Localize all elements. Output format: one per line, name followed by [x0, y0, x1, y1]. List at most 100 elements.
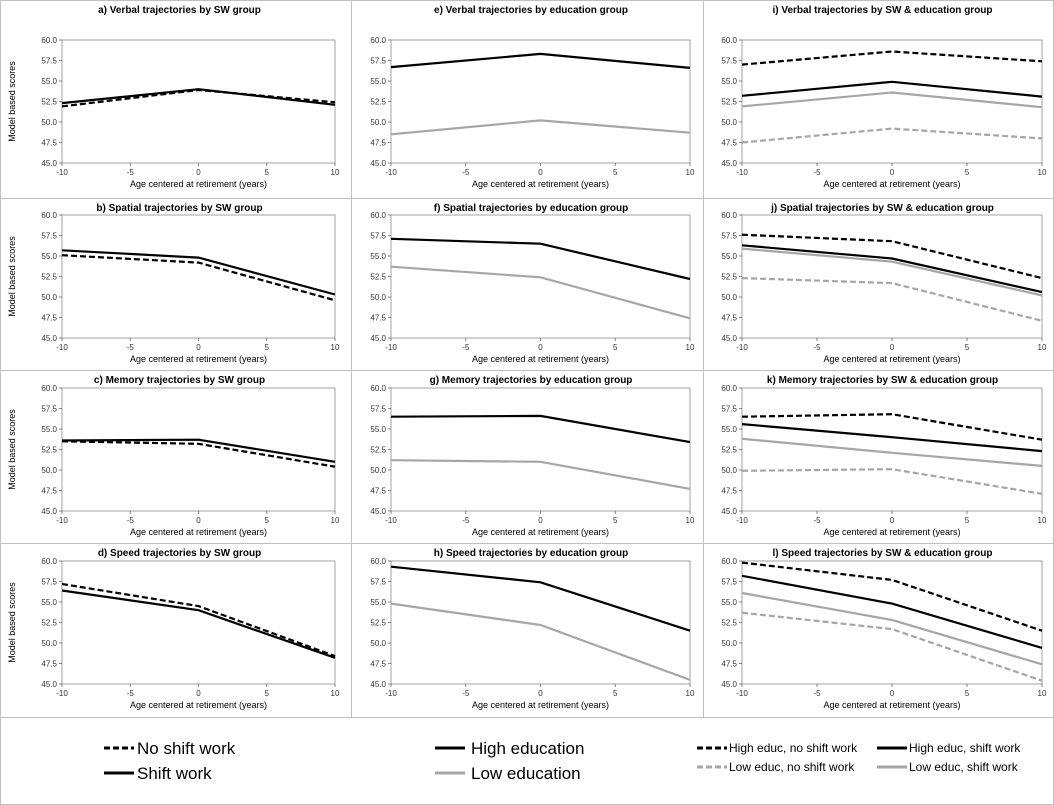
y-tick-label: 47.5 [721, 487, 737, 496]
y-tick-label: 47.5 [721, 314, 737, 323]
x-tick-label: -10 [56, 343, 68, 352]
x-tick-label: 5 [965, 689, 970, 698]
y-tick-label: 60.0 [370, 384, 386, 393]
y-tick-label: 57.5 [41, 57, 57, 66]
x-axis-label: Age centered at retirement (years) [472, 527, 609, 537]
chart-title: d) Speed trajectories by SW group [98, 548, 261, 559]
y-tick-label: 57.5 [370, 405, 386, 414]
series-line-high-edu [390, 237, 691, 281]
y-tick-label: 55.0 [370, 598, 386, 607]
y-tick-label: 45.0 [721, 334, 737, 343]
legend-label: Low educ, shift work [909, 760, 1019, 774]
x-tick-label: 5 [613, 689, 618, 698]
y-tick-label: 55.0 [370, 252, 386, 261]
y-tick-label: 50.0 [721, 639, 737, 648]
x-tick-label: 10 [1038, 168, 1047, 177]
y-axis-label: Model based scores [7, 61, 17, 142]
y-tick-label: 60.0 [41, 557, 57, 566]
x-tick-label: 0 [538, 343, 543, 352]
plot-area [741, 214, 1043, 339]
legend-label: High educ, no shift work [729, 741, 858, 755]
y-tick-label: 57.5 [41, 232, 57, 241]
x-tick-label: -10 [385, 343, 397, 352]
series-line-high-shift [741, 244, 1043, 294]
y-tick-label: 47.5 [41, 660, 57, 669]
x-tick-label: -10 [736, 343, 748, 352]
y-tick-label: 52.5 [721, 273, 737, 282]
x-tick-label: -5 [813, 689, 821, 698]
series-line-high-shift [741, 574, 1043, 649]
y-tick-label: 60.0 [370, 36, 386, 45]
y-tick-label: 55.0 [41, 252, 57, 261]
x-tick-label: 10 [331, 689, 340, 698]
plot-area [390, 387, 691, 512]
x-tick-label: -10 [736, 516, 748, 525]
y-tick-label: 50.0 [370, 293, 386, 302]
y-tick-label: 55.0 [721, 77, 737, 86]
series-line-high-edu [390, 565, 691, 632]
series-line-low-shift [741, 247, 1043, 297]
x-tick-label: 5 [965, 168, 970, 177]
x-tick-label: 10 [331, 168, 340, 177]
x-axis-label: Age centered at retirement (years) [130, 179, 267, 189]
y-tick-label: 50.0 [721, 293, 737, 302]
y-axis-label: Model based scores [7, 409, 17, 490]
chart-panel: k) Memory trajectories by SW & education… [721, 375, 1047, 537]
y-tick-label: 45.0 [370, 680, 386, 689]
y-tick-label: 45.0 [370, 334, 386, 343]
legend-label: Low educ, no shift work [729, 760, 855, 774]
chart-panel: f) Spatial trajectories by education gro… [370, 203, 695, 364]
x-tick-label: -10 [385, 168, 397, 177]
x-tick-label: 5 [265, 516, 270, 525]
chart-panel: g) Memory trajectories by education grou… [370, 375, 695, 537]
x-tick-label: -10 [736, 168, 748, 177]
x-tick-label: -5 [127, 168, 135, 177]
series-line-no-shift [61, 582, 336, 658]
x-tick-label: 10 [331, 516, 340, 525]
series-line-low-noshift [741, 468, 1043, 495]
chart-title: i) Verbal trajectories by SW & education… [772, 5, 992, 16]
y-tick-label: 60.0 [721, 557, 737, 566]
chart-title: e) Verbal trajectories by education grou… [434, 5, 628, 16]
chart-panel: j) Spatial trajectories by SW & educatio… [721, 203, 1047, 364]
legend-area: No shift work Shift work High education Low… [104, 739, 1021, 783]
x-tick-label: -5 [813, 343, 821, 352]
y-tick-label: 52.5 [370, 619, 386, 628]
x-tick-label: -5 [127, 689, 135, 698]
y-tick-label: 57.5 [41, 405, 57, 414]
x-tick-label: 10 [1038, 343, 1047, 352]
y-tick-label: 60.0 [41, 384, 57, 393]
y-tick-label: 47.5 [370, 314, 386, 323]
y-tick-label: 55.0 [721, 598, 737, 607]
x-tick-label: 5 [965, 516, 970, 525]
legend-label: Low education [471, 764, 581, 783]
series-line-low-noshift [741, 277, 1043, 322]
chart-title: l) Speed trajectories by SW & education … [772, 548, 992, 559]
series-line-no-shift [61, 254, 336, 302]
y-tick-label: 60.0 [41, 211, 57, 220]
series-line-low-shift [741, 437, 1043, 467]
x-tick-label: -10 [736, 689, 748, 698]
y-tick-label: 50.0 [370, 118, 386, 127]
series-line-high-noshift [741, 413, 1043, 441]
x-tick-label: -10 [56, 168, 68, 177]
y-tick-label: 47.5 [721, 660, 737, 669]
x-tick-label: -5 [462, 343, 470, 352]
x-tick-label: 10 [686, 168, 695, 177]
y-tick-label: 55.0 [41, 425, 57, 434]
x-axis-label: Age centered at retirement (years) [130, 527, 267, 537]
x-tick-label: 0 [890, 343, 895, 352]
series-line-high-shift [741, 423, 1043, 453]
x-axis-label: Age centered at retirement (years) [823, 527, 960, 537]
y-tick-label: 47.5 [721, 139, 737, 148]
y-tick-label: 50.0 [721, 466, 737, 475]
x-axis-label: Age centered at retirement (years) [472, 179, 609, 189]
y-tick-label: 50.0 [370, 466, 386, 475]
x-tick-label: 5 [613, 343, 618, 352]
y-tick-label: 60.0 [721, 211, 737, 220]
x-axis-label: Age centered at retirement (years) [472, 700, 609, 710]
y-tick-label: 52.5 [41, 273, 57, 282]
legend-label: No shift work [137, 739, 236, 758]
chart-title: c) Memory trajectories by SW group [94, 375, 265, 386]
